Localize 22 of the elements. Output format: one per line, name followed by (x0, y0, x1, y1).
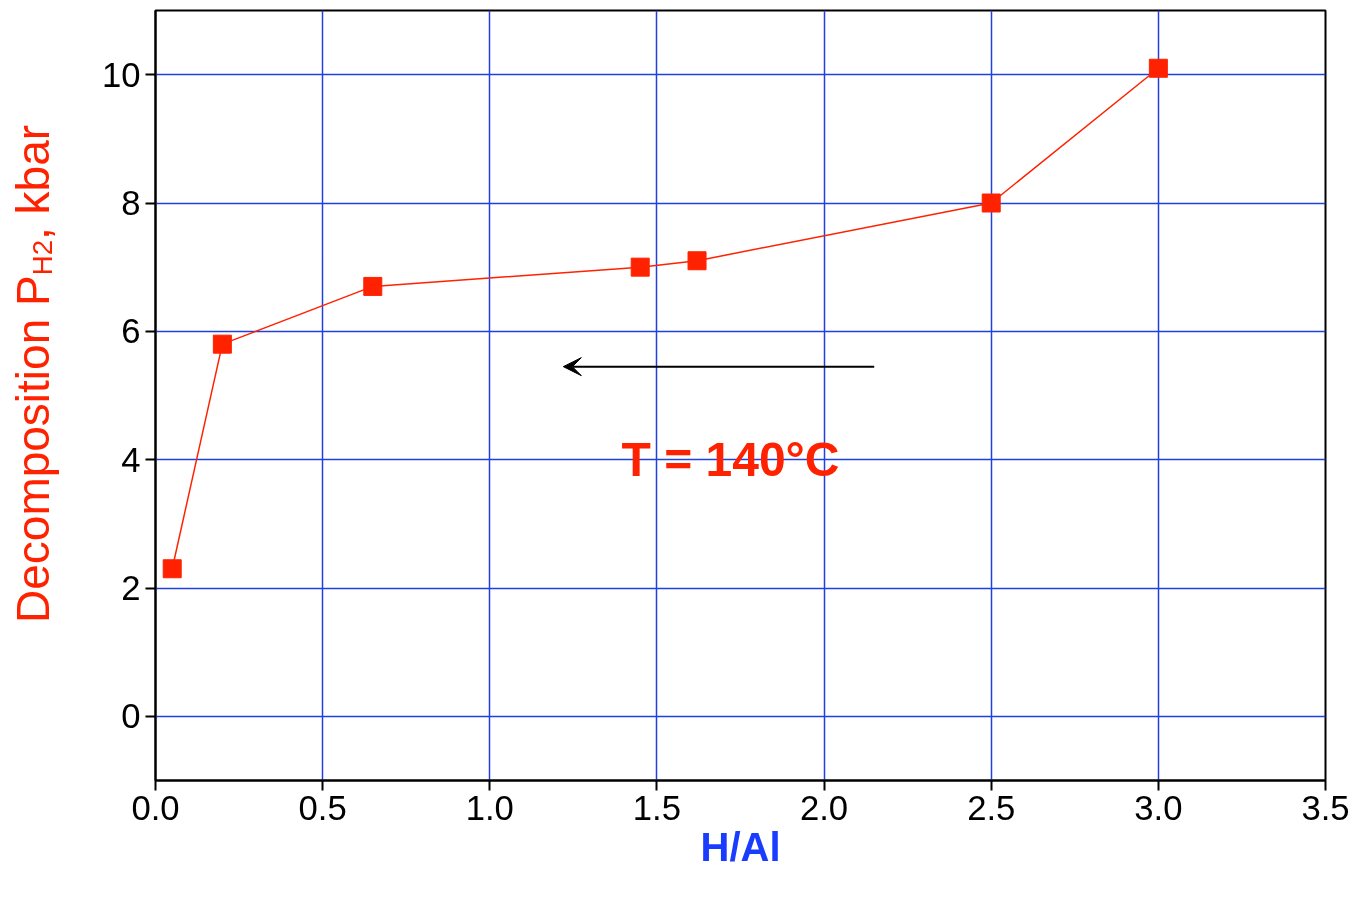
x-tick-label: 2.0 (799, 788, 849, 827)
point (363, 276, 383, 296)
x-tick-label: 1.5 (632, 788, 682, 827)
y-tick-label: 0 (121, 697, 141, 736)
y-tick-label: 8 (121, 184, 141, 222)
x-axis-title: H/Al (700, 824, 781, 869)
x-tick-label: 1.0 (465, 788, 514, 827)
point (687, 251, 707, 271)
x-tick-label: 0.5 (298, 788, 347, 827)
x-tick-label: 0.0 (131, 788, 180, 827)
y-tick-label: 6 (121, 312, 141, 351)
point (630, 257, 650, 277)
point (162, 559, 182, 579)
y-tick-label: 10 (101, 55, 141, 94)
y-tick-label: 2 (121, 569, 141, 607)
point (212, 334, 232, 354)
x-tick-label: 3.0 (1134, 788, 1183, 827)
x-tick-label: 2.5 (967, 788, 1016, 827)
y-tick-label: 4 (121, 440, 141, 479)
x-tick-label: 3.5 (1301, 788, 1350, 827)
point (1148, 58, 1168, 78)
point (981, 193, 1001, 213)
